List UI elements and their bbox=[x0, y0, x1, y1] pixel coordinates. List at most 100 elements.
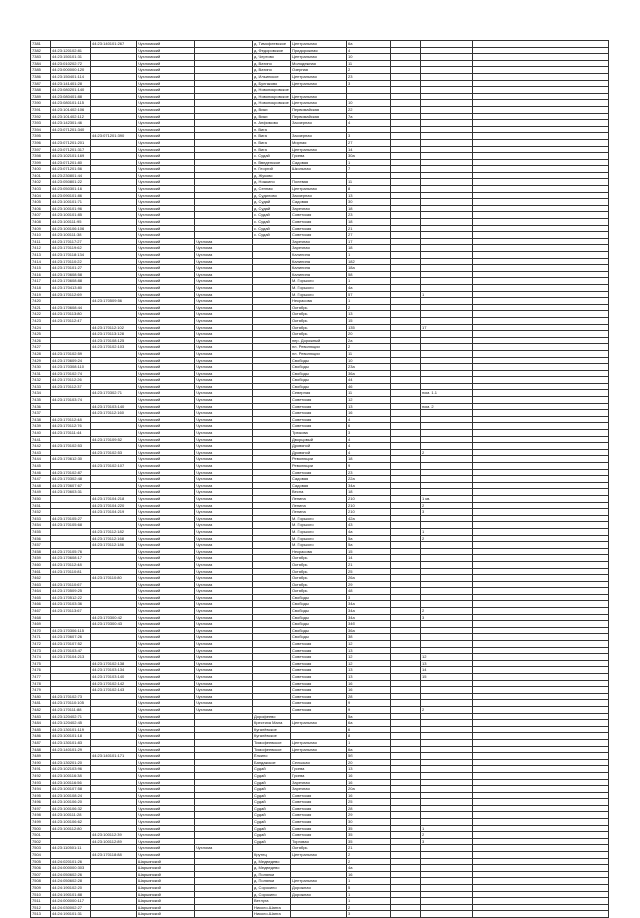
street-cell bbox=[290, 903, 347, 912]
building-number-cell: 44:23:170113:128 bbox=[90, 330, 137, 338]
settlement-cell: Николо-Шанга bbox=[252, 903, 291, 912]
flat-cell bbox=[420, 396, 473, 404]
city-cell: Чухлома bbox=[194, 679, 253, 688]
settlement-cell bbox=[252, 237, 291, 246]
district-cell: Чухломский bbox=[136, 646, 195, 655]
row-number-cell: 7432 bbox=[30, 376, 51, 384]
flat-cell bbox=[420, 198, 473, 206]
land-parcel-number-cell: 44:23:120402:71 bbox=[50, 712, 91, 721]
note-cell bbox=[472, 640, 609, 648]
note-cell bbox=[472, 877, 609, 885]
block-cell bbox=[390, 86, 421, 94]
land-parcel-number-cell: 44:23:170107:52 bbox=[50, 640, 91, 648]
house-cell: 13 bbox=[346, 666, 391, 674]
district-cell: Чухломский bbox=[136, 86, 195, 94]
district-cell: Чухломский bbox=[136, 356, 195, 365]
land-parcel-number-cell: 44:23:170608:17 bbox=[50, 554, 91, 562]
land-parcel-number-cell: 44:23:100108:24 bbox=[50, 791, 91, 800]
building-number-cell bbox=[90, 257, 137, 266]
house-cell: 27 bbox=[346, 138, 391, 147]
row-number-cell: 7406 bbox=[30, 204, 51, 213]
house-cell: 23а bbox=[346, 363, 391, 371]
land-parcel-number-cell: 44:23:170302:48 bbox=[50, 475, 91, 483]
table-row: 7496 44:23:100106:20 Чухломский Судай Советс… bbox=[30, 798, 609, 806]
building-number-cell bbox=[90, 204, 137, 213]
building-number-cell bbox=[90, 870, 137, 879]
city-cell bbox=[194, 224, 253, 233]
street-cell: Калинина bbox=[290, 251, 347, 259]
row-number-cell: 7421 bbox=[30, 303, 51, 312]
flat-cell: 3 bbox=[420, 508, 473, 516]
district-cell: Чухломский bbox=[136, 125, 195, 134]
street-cell: Мирная bbox=[290, 138, 347, 147]
note-cell bbox=[472, 316, 609, 325]
settlement-cell bbox=[252, 297, 291, 305]
table-row: 7472 44:23:170107:52 Чухломский Чухлома Сове… bbox=[30, 640, 609, 648]
settlement-cell: Судай bbox=[252, 804, 291, 813]
building-number-cell bbox=[90, 640, 137, 648]
building-number-cell bbox=[90, 283, 137, 292]
city-cell: Чухлома bbox=[194, 692, 253, 701]
flat-cell: 1 кв. bbox=[420, 494, 473, 503]
street-cell: Советская bbox=[290, 415, 347, 424]
settlement-cell: д. Жуково bbox=[252, 171, 291, 180]
block-cell bbox=[390, 633, 421, 642]
land-parcel-number-cell bbox=[50, 40, 91, 48]
house-cell: 3 bbox=[346, 910, 391, 918]
block-cell bbox=[390, 534, 421, 543]
settlement-cell: д. Новопокровское bbox=[252, 99, 291, 107]
land-parcel-number-cell: 44:23:170509:25 bbox=[50, 587, 91, 595]
settlement-cell: Судай bbox=[252, 837, 291, 846]
building-number-cell bbox=[90, 125, 137, 134]
land-parcel-number-cell: 44:23:170112:69 bbox=[50, 290, 91, 299]
house-cell: 1 bbox=[346, 277, 391, 285]
building-number-cell bbox=[90, 224, 137, 233]
table-row: 7506 44:24:000000:303 Шарьинский д. Медведе… bbox=[30, 864, 609, 872]
city-cell: Чухлома bbox=[194, 620, 253, 628]
note-cell bbox=[472, 422, 609, 431]
row-number-cell: 7442 bbox=[30, 442, 51, 450]
note-cell bbox=[472, 527, 609, 536]
settlement-cell: Дорофеево bbox=[252, 712, 291, 721]
row-number-cell: 7463 bbox=[30, 580, 51, 589]
block-cell bbox=[390, 435, 421, 444]
note-cell bbox=[472, 745, 609, 754]
city-cell bbox=[194, 119, 253, 127]
note-cell bbox=[472, 257, 609, 266]
land-parcel-number-cell: 44:23:071201:56 bbox=[50, 165, 91, 173]
block-cell bbox=[390, 185, 421, 193]
settlement-cell: Судай bbox=[252, 785, 291, 793]
district-cell: Шарьинский bbox=[136, 910, 195, 918]
building-number-cell bbox=[90, 903, 137, 912]
district-cell: Чухломский bbox=[136, 211, 195, 220]
building-number-cell bbox=[90, 277, 137, 285]
table-row: 7434 44:23:170302:71 Чухломский Чухлома Севе… bbox=[30, 389, 609, 398]
settlement-cell bbox=[252, 409, 291, 417]
note-cell bbox=[472, 396, 609, 404]
district-cell: Чухломский bbox=[136, 132, 195, 140]
house-cell: 23 bbox=[346, 211, 391, 220]
block-cell bbox=[390, 270, 421, 279]
table-row: 7461 44:23:170110:81 Чухломский Чухлома Октя… bbox=[30, 567, 609, 576]
settlement-cell bbox=[252, 316, 291, 325]
house-cell: 5а bbox=[346, 534, 391, 543]
table-row: 7438 44:23:170112:48 Чухломский Чухлома Сове… bbox=[30, 415, 609, 424]
note-cell bbox=[472, 171, 609, 180]
land-parcel-number-cell: 44:23:090101:86 bbox=[50, 191, 91, 200]
building-number-cell: 44:23:170103:134 bbox=[90, 666, 137, 674]
street-cell: Советская bbox=[290, 211, 347, 220]
land-parcel-number-cell bbox=[50, 541, 91, 549]
settlement-cell bbox=[252, 574, 291, 582]
row-number-cell: 7436 bbox=[30, 402, 51, 411]
building-number-cell bbox=[90, 468, 137, 477]
street-cell bbox=[290, 857, 347, 866]
house-cell: 4а bbox=[346, 527, 391, 536]
building-number-cell bbox=[90, 765, 137, 773]
land-parcel-number-cell bbox=[50, 527, 91, 536]
district-cell: Чухломский bbox=[136, 429, 195, 437]
block-cell bbox=[390, 105, 421, 114]
house-cell: 46 bbox=[346, 382, 391, 391]
settlement-cell bbox=[252, 363, 291, 371]
house-cell: 58 bbox=[346, 270, 391, 279]
settlement-cell bbox=[252, 659, 291, 668]
